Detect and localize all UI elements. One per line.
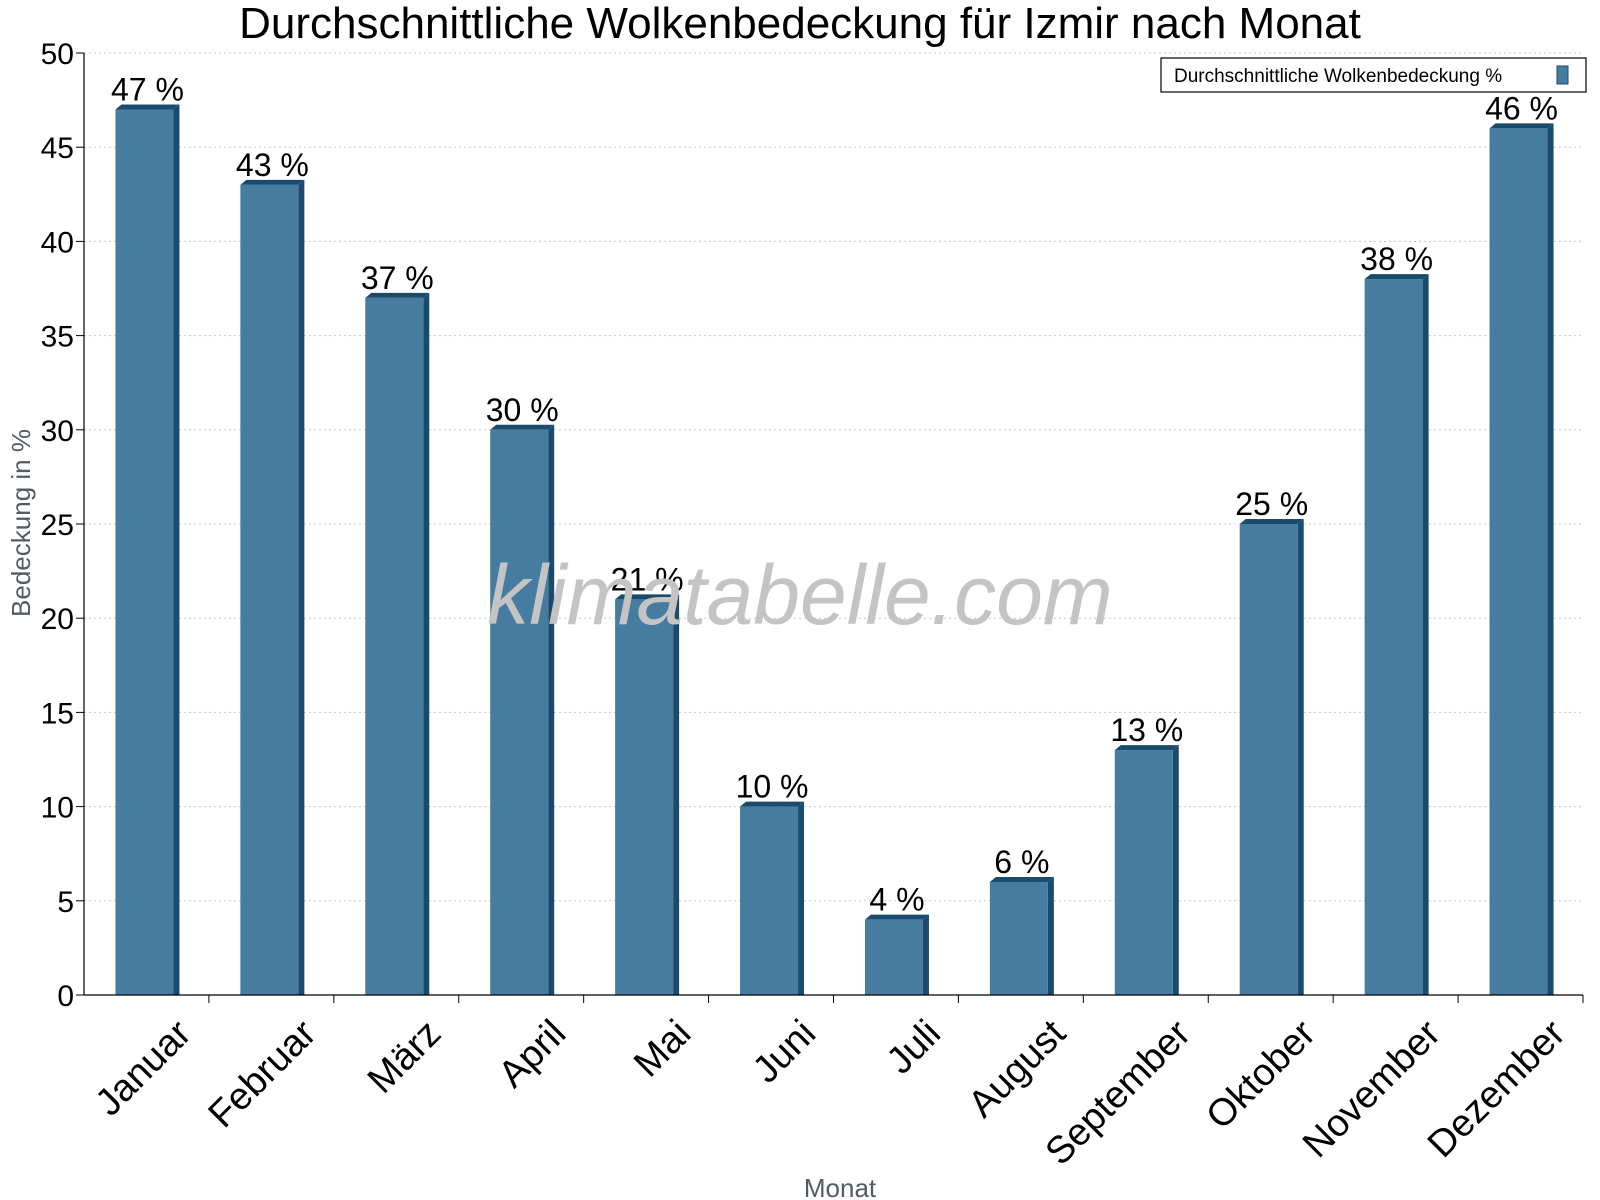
bar [1489, 128, 1548, 996]
gridlines [84, 52, 1583, 902]
watermark: klimatabelle.com [487, 548, 1113, 642]
bar-side [798, 801, 805, 995]
y-tick-label: 10 [41, 792, 74, 825]
bar [740, 806, 799, 995]
y-tick-label: 40 [41, 226, 74, 259]
bar-side [298, 179, 305, 995]
data-labels: 47 % 43 % 37 % 30 % 21 % 10 % 4 % 6 % 13 % 25 % 38… [111, 72, 1558, 918]
y-tick-label: 25 [41, 509, 74, 542]
bar-side [1297, 519, 1304, 995]
bar-side [1422, 274, 1429, 996]
bar [1239, 524, 1298, 995]
y-tick-label: 35 [41, 321, 74, 354]
x-tick-label: Oktober [1198, 1012, 1324, 1138]
legend-box [1160, 57, 1587, 93]
bar-top [115, 104, 180, 110]
bars [115, 104, 1554, 996]
bar-top [1114, 745, 1179, 751]
data-label: 47 % [111, 72, 184, 108]
bar [989, 881, 1048, 995]
x-axis-label: Monat [804, 1173, 877, 1200]
bar [1114, 750, 1173, 995]
data-label: 6 % [994, 844, 1049, 880]
legend: Durchschnittliche Wolkenbedeckung % [1160, 57, 1587, 93]
bar-top [1239, 519, 1304, 524]
bar-top [615, 594, 680, 600]
x-tick-label: Januar [88, 1012, 200, 1124]
bar [1364, 279, 1423, 996]
bar [864, 919, 923, 995]
bar-side [548, 424, 555, 995]
data-label: 37 % [361, 260, 434, 296]
bar-top [490, 424, 555, 430]
bar-side [673, 594, 680, 995]
data-label: 38 % [1360, 241, 1433, 277]
y-tick-label: 45 [41, 132, 74, 165]
bar-top [989, 876, 1054, 882]
x-tick-label: Dezember [1420, 1012, 1574, 1166]
bar-side [1047, 876, 1054, 995]
data-label: 30 % [486, 392, 559, 428]
x-tick-label: Juni [745, 1012, 824, 1091]
data-label: 4 % [869, 882, 924, 918]
x-tick-label: Juli [879, 1012, 949, 1082]
y-tick-label: 20 [41, 603, 74, 636]
bar-side [1172, 745, 1179, 995]
bar-top [240, 179, 305, 185]
data-label: 46 % [1485, 90, 1558, 126]
data-label: 13 % [1110, 712, 1183, 748]
legend-swatch [1556, 65, 1569, 85]
bar-top [1489, 123, 1554, 129]
x-tick-label: März [360, 1012, 449, 1101]
y-tick-label: 30 [41, 415, 74, 448]
bar [615, 599, 674, 995]
legend-entry-label: Durchschnittliche Wolkenbedeckung % [1174, 66, 1502, 87]
bar-side [922, 914, 929, 995]
bar-side [423, 292, 430, 995]
bar [115, 109, 174, 995]
y-tick-label: 50 [41, 38, 74, 71]
bar-top [864, 914, 929, 920]
y-tick-label: 15 [41, 697, 74, 730]
data-label: 10 % [736, 769, 809, 805]
chart-title: Durchschnittliche Wolkenbedeckung für Iz… [239, 0, 1361, 48]
bar [490, 429, 549, 995]
data-label: 21 % [611, 561, 684, 597]
bar-top [365, 292, 430, 298]
bar [365, 297, 424, 995]
data-label: 43 % [236, 147, 309, 183]
y-axis-label: Bedeckung in % [6, 429, 36, 617]
x-tick-label: April [491, 1012, 574, 1095]
data-label: 25 % [1235, 486, 1308, 522]
bar-top [1364, 274, 1429, 280]
bar-side [173, 104, 180, 995]
x-tick-label: Februar [201, 1012, 325, 1136]
bar [240, 184, 299, 995]
y-tick-label: 0 [57, 980, 74, 1013]
x-tick-label: Mai [626, 1012, 699, 1085]
bar-side [1547, 123, 1554, 996]
y-tick-label: 5 [57, 886, 74, 919]
bar-top [740, 801, 805, 807]
x-tick-label: August [961, 1012, 1075, 1126]
